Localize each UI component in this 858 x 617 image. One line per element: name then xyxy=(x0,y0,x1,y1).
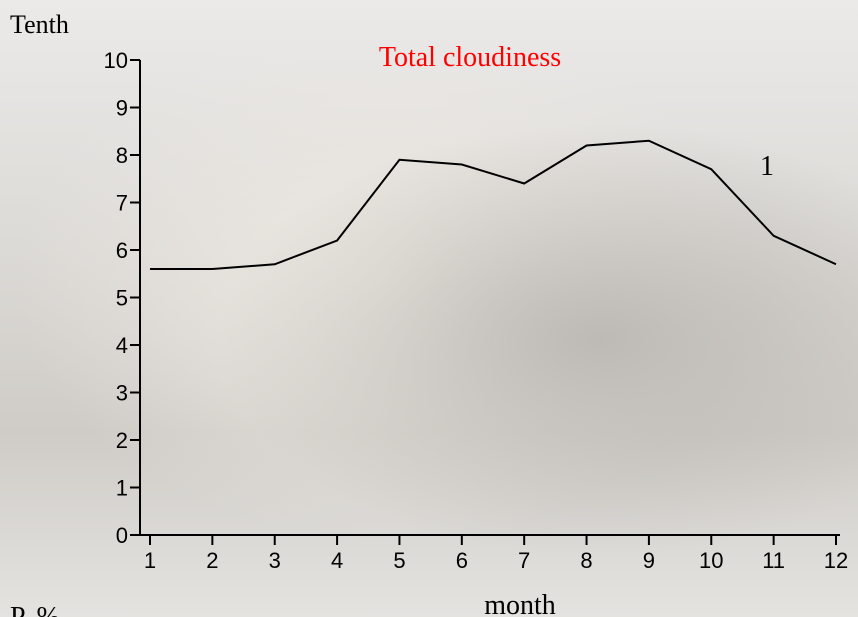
y-tick-label: 8 xyxy=(116,143,128,168)
y-tick-label: 6 xyxy=(116,238,128,263)
x-tick-label: 12 xyxy=(824,548,848,573)
x-tick-label: 3 xyxy=(269,548,281,573)
series-label: 1 xyxy=(760,151,774,182)
y-tick-label: 10 xyxy=(104,48,128,73)
x-tick-label: 2 xyxy=(206,548,218,573)
y-tick-label: 9 xyxy=(116,96,128,121)
next-chart-label: P, % xyxy=(10,602,60,617)
y-tick-label: 3 xyxy=(116,381,128,406)
y-tick-label: 2 xyxy=(116,428,128,453)
x-tick-label: 9 xyxy=(643,548,655,573)
y-tick-label: 4 xyxy=(116,333,128,358)
x-tick-label: 7 xyxy=(518,548,530,573)
x-tick-label: 5 xyxy=(393,548,405,573)
y-tick-label: 7 xyxy=(116,191,128,216)
line xyxy=(150,139,837,270)
y-tick-label: 0 xyxy=(116,523,128,548)
chart-title: Total cloudiness xyxy=(379,42,561,73)
x-tick-label: 10 xyxy=(699,548,723,573)
x-tick-label: 4 xyxy=(331,548,343,573)
x-tick-label: 1 xyxy=(144,548,156,573)
y-axis-label: Tenth xyxy=(10,10,69,39)
x-tick-label: 6 xyxy=(456,548,468,573)
x-tick-label: 8 xyxy=(580,548,592,573)
y-tick-label: 5 xyxy=(116,286,128,311)
x-axis-label: month xyxy=(484,590,556,617)
x-tick-label: 11 xyxy=(762,548,785,573)
y-tick-label: 1 xyxy=(116,476,128,501)
